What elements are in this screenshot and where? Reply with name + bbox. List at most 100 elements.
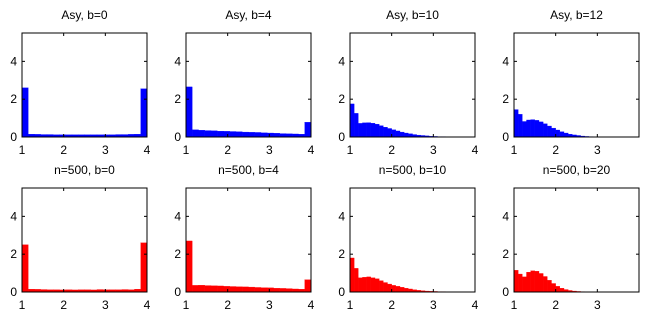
subplot-title: Asy, b=0	[61, 8, 107, 22]
x-tick-label: 4	[144, 143, 151, 157]
subplot-8: n=500, b=20 1 2 3 0 2 4	[502, 163, 640, 312]
x-tick-label: 2	[388, 298, 395, 312]
histogram-bar	[354, 113, 359, 138]
subplot-title: n=500, b=10	[379, 163, 447, 177]
plot-area	[349, 187, 476, 293]
axes-frame	[513, 32, 640, 138]
x-tick-label: 1	[19, 298, 26, 312]
histogram-bar	[358, 123, 363, 138]
histogram-bar	[204, 285, 212, 293]
x-tick-label: 2	[224, 143, 231, 157]
x-tick-label: 1	[19, 143, 26, 157]
x-tick-label: 1	[511, 298, 518, 312]
y-tick-label: 2	[174, 247, 181, 261]
histogram-bar	[383, 127, 388, 138]
histogram-bar	[383, 282, 388, 293]
histogram-bar	[366, 122, 371, 138]
histogram-bar	[391, 285, 396, 293]
histogram-bar	[254, 287, 262, 293]
histogram-bar	[404, 288, 409, 293]
histogram-bar	[538, 273, 544, 293]
axes-frame	[21, 32, 148, 138]
y-tick-label: 0	[10, 130, 17, 144]
x-tick-label: 3	[266, 298, 273, 312]
histogram-bar	[198, 285, 205, 293]
subplot-2: Asy, b=4 1 2 3 4 0 2 4	[174, 8, 314, 157]
histogram-bar	[513, 270, 519, 293]
y-tick-label: 4	[10, 209, 17, 223]
subplot-title: n=500, b=20	[543, 163, 611, 177]
histogram-bar	[248, 132, 255, 138]
subplot-1: Asy, b=0 1 2 3 4 0 2 4	[10, 8, 150, 157]
y-tick-label: 2	[502, 92, 509, 106]
y-tick-label: 2	[338, 92, 345, 106]
y-tick-label: 4	[174, 54, 181, 68]
histogram-bar	[526, 271, 531, 293]
histogram-bar	[140, 242, 148, 293]
histogram-bar	[513, 109, 519, 138]
y-tick-label: 4	[174, 209, 181, 223]
histogram-bar	[185, 86, 193, 138]
y-tick-label: 2	[10, 247, 17, 261]
histogram-bar	[551, 283, 556, 293]
axes-frame	[185, 32, 312, 138]
histogram-bar	[254, 132, 262, 138]
y-tick-label: 2	[174, 92, 181, 106]
histogram-bar	[547, 280, 552, 293]
histogram-bar	[242, 131, 249, 138]
histogram-bar	[555, 286, 560, 293]
x-tick-label: 1	[347, 143, 354, 157]
histogram-bar	[387, 283, 392, 293]
histogram-bar	[204, 130, 212, 138]
y-tick-label: 2	[10, 92, 17, 106]
bars	[21, 242, 148, 293]
histogram-bar	[395, 286, 401, 293]
axes-frame	[349, 32, 476, 138]
histogram-bar	[551, 127, 556, 138]
histogram-bar	[21, 244, 29, 293]
y-tick-label: 0	[10, 285, 17, 299]
y-tick-label: 4	[338, 209, 345, 223]
histogram-bar	[518, 114, 523, 138]
histogram-bar	[379, 280, 384, 293]
histogram-bar	[217, 285, 224, 293]
histogram-bar	[279, 133, 287, 138]
histogram-bar	[399, 287, 405, 293]
histogram-bar	[192, 285, 199, 293]
histogram-bar	[362, 277, 367, 293]
x-tick-label: 2	[60, 143, 67, 157]
y-tick-label: 0	[502, 285, 509, 299]
histogram-bar	[374, 278, 380, 293]
histogram-bar	[140, 88, 148, 138]
subplot-3: Asy, b=10 1 2 3 4 0 2 4	[338, 8, 478, 157]
y-tick-label: 4	[502, 209, 509, 223]
histogram-bar	[370, 123, 376, 138]
y-tick-label: 4	[338, 54, 345, 68]
histogram-bar	[563, 132, 569, 138]
x-tick-label: 1	[347, 298, 354, 312]
y-tick-label: 2	[338, 247, 345, 261]
histogram-bar	[248, 286, 255, 293]
subplot-5: n=500, b=0 1 2 3 4 0 2 4	[10, 163, 150, 312]
histogram-bar	[534, 120, 540, 138]
histogram-bar	[235, 286, 243, 293]
x-tick-label: 4	[472, 298, 479, 312]
x-tick-label: 3	[594, 143, 601, 157]
x-tick-label: 2	[552, 143, 559, 157]
plot-area	[185, 187, 312, 293]
bars	[21, 87, 148, 138]
histogram-bar	[260, 132, 268, 138]
x-tick-label: 4	[144, 298, 151, 312]
histogram-bar	[362, 122, 367, 138]
bars	[185, 86, 312, 138]
x-tick-label: 1	[511, 143, 518, 157]
x-tick-label: 4	[308, 143, 315, 157]
histogram-bar	[349, 257, 355, 293]
y-tick-label: 4	[502, 54, 509, 68]
histogram-bar	[358, 277, 363, 293]
bars	[513, 109, 602, 138]
x-tick-label: 2	[552, 298, 559, 312]
histogram-bar	[559, 288, 565, 293]
histogram-bar	[387, 128, 392, 138]
